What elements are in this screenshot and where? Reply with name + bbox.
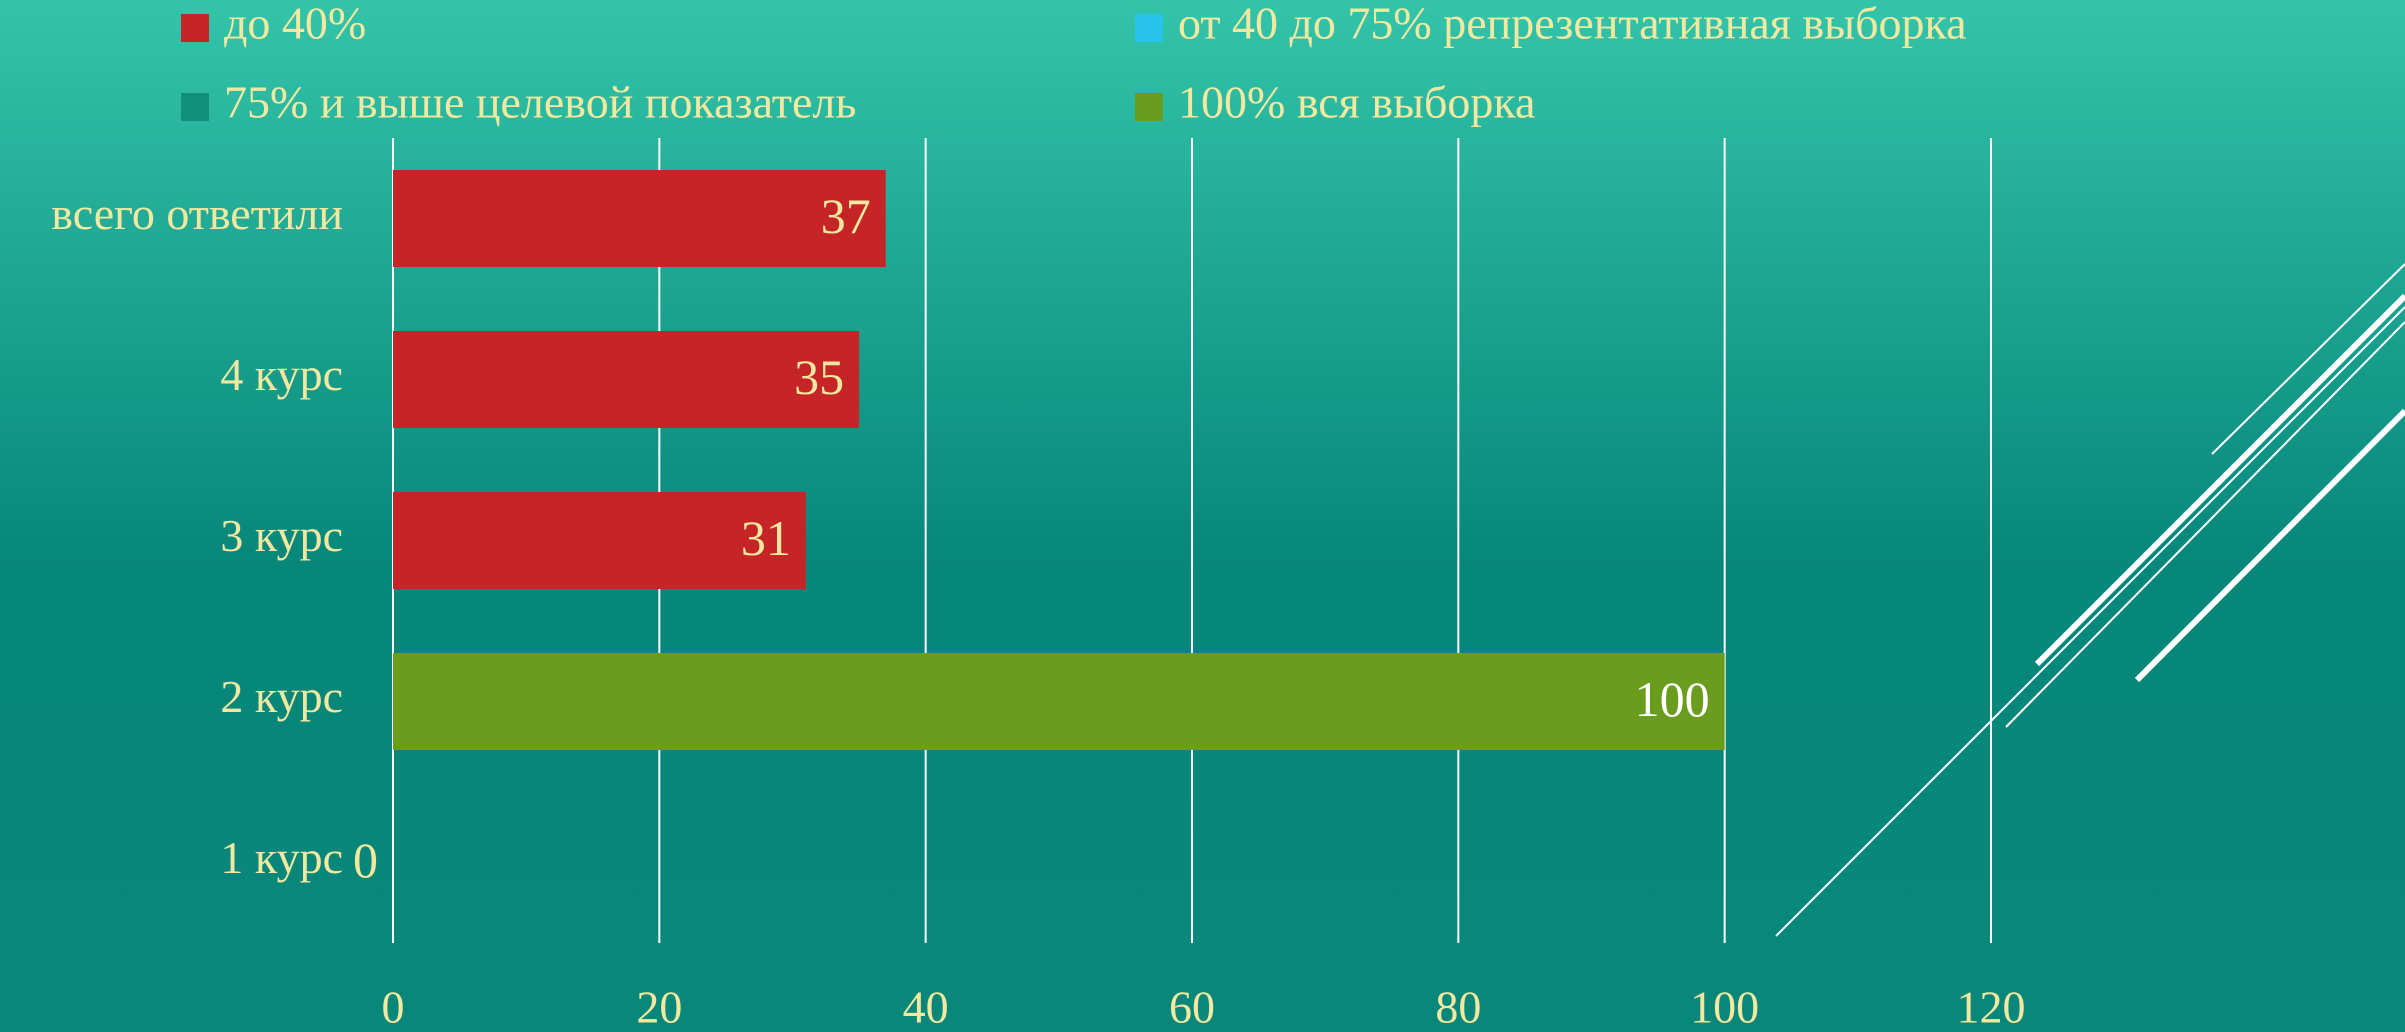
x-tick-label: 0 [382,982,405,1032]
legend-swatch [1135,93,1163,121]
decoration [1775,263,2405,937]
y-tick-label: 3 курс [220,510,343,561]
x-tick-label: 80 [1435,982,1481,1032]
legend-label: 75% и выше целевой показатель [224,77,856,128]
x-tick-label: 120 [1957,982,2026,1032]
legend-label: 100% вся выборка [1178,77,1535,128]
value-label: 35 [794,349,844,405]
legend-label: до 40% [224,0,366,49]
value-label: 31 [741,510,791,566]
legend-label: от 40 до 75% репрезентативная выборка [1178,0,1967,49]
plot-area: 0 20 40 60 80 100 120 до 40% от 40 до 75% репрез… [51,0,2025,1032]
x-tick-label: 40 [903,982,949,1032]
y-tick-label: 1 курс [220,832,343,883]
value-label: 100 [1635,671,1710,727]
y-tick-label: 4 курс [220,349,343,400]
y-tick-label: всего ответили [51,188,343,239]
x-tick-label: 20 [636,982,682,1032]
bar [393,331,860,428]
x-tick-label: 100 [1690,982,1759,1032]
value-label: 37 [821,188,871,244]
bar [393,653,1725,750]
x-tick-label: 60 [1169,982,1215,1032]
legend-swatch [181,93,209,121]
bar [393,492,806,589]
legend-swatch [1135,14,1163,42]
y-tick-label: 2 курс [220,671,343,722]
legend-swatch [181,14,209,42]
value-label: 0 [353,832,378,888]
bar [393,170,886,267]
